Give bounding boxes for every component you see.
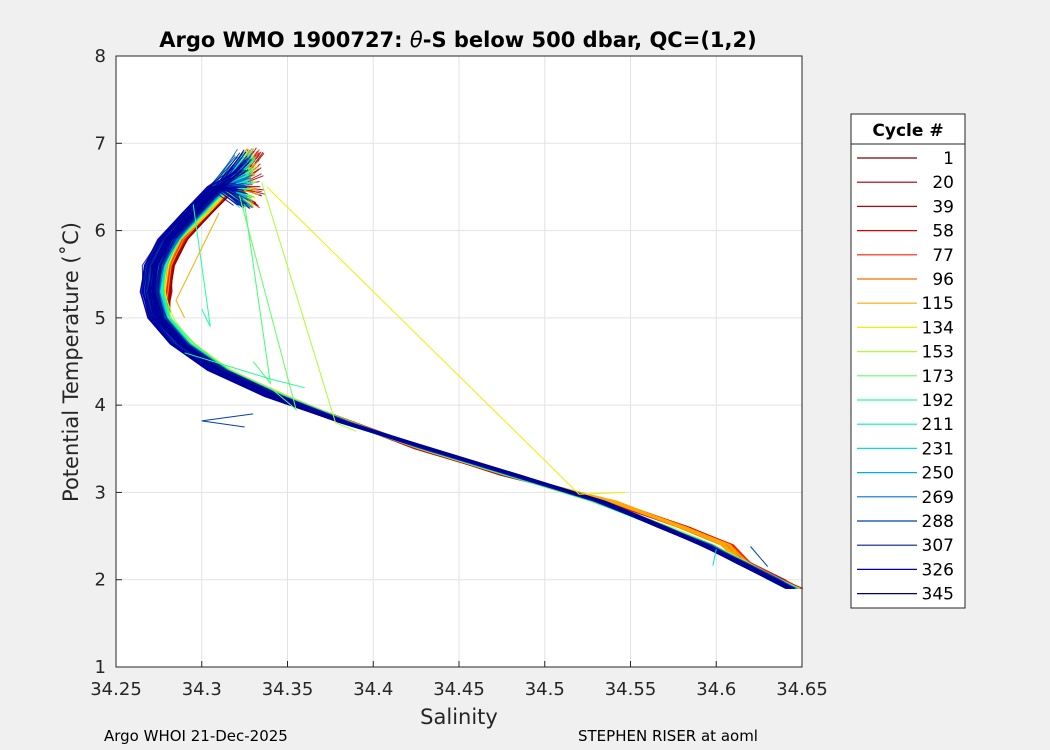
x-tick-label: 34.4 xyxy=(353,679,393,700)
x-tick-label: 34.45 xyxy=(433,679,485,700)
legend-label: 1 xyxy=(943,149,954,169)
x-tick-label: 34.25 xyxy=(90,679,142,700)
legend-label: 269 xyxy=(922,488,954,508)
legend-label: 134 xyxy=(922,318,954,338)
y-tick-label: 2 xyxy=(95,570,106,591)
y-tick-label: 5 xyxy=(95,308,106,329)
profile-spike xyxy=(261,182,357,432)
profile-spike xyxy=(201,413,254,428)
legend-label: 231 xyxy=(922,439,954,459)
y-axis-label: Potential Temperature (˚C) xyxy=(59,222,83,502)
legend-items: 1 20 39 58 77 96 115 134 153 173 192 211 231 250 269 28… xyxy=(857,149,954,605)
legend: Cycle # 1 20 39 58 77 96 115 134 153 173 192 211 231… xyxy=(850,113,966,609)
x-tick-label: 34.3 xyxy=(182,679,222,700)
y-tick-label: 1 xyxy=(95,657,106,678)
x-tick-label: 34.55 xyxy=(605,679,657,700)
chart-title: Argo WMO 1900727: θ-S below 500 dbar, QC… xyxy=(159,28,756,52)
legend-label: 211 xyxy=(922,415,954,435)
profile-spike xyxy=(192,204,211,327)
legend-label: 326 xyxy=(922,560,954,580)
x-tick-label: 34.35 xyxy=(262,679,314,700)
profile-line xyxy=(151,169,793,589)
x-tick-labels: 34.25 34.3 34.35 34.4 34.45 34.5 34.55 34.6 34.6… xyxy=(90,679,828,700)
profile-spike xyxy=(712,549,717,566)
profile-line xyxy=(140,167,787,589)
profile-spike xyxy=(244,204,272,386)
legend-label: 58 xyxy=(932,222,954,242)
x-axis-label: Salinity xyxy=(420,705,498,729)
y-tick-labels: 1 2 3 4 5 6 7 8 xyxy=(95,46,106,678)
y-tick-label: 6 xyxy=(95,221,106,242)
plot-frame xyxy=(115,55,803,668)
footer-left: Argo WHOI 21-Dec-2025 xyxy=(104,727,288,745)
profile-line xyxy=(147,186,794,589)
profile-spike xyxy=(239,195,297,411)
legend-title: Cycle # xyxy=(872,121,943,141)
x-tick-label: 34.6 xyxy=(696,679,736,700)
y-tick-label: 8 xyxy=(95,46,106,67)
footer-right: STEPHEN RISER at aoml xyxy=(578,727,758,745)
legend-label: 115 xyxy=(922,294,954,314)
x-tick-label: 34.65 xyxy=(776,679,828,700)
y-tick-label: 4 xyxy=(95,395,106,416)
profile-spike xyxy=(175,212,220,319)
legend-label: 173 xyxy=(922,367,954,387)
chart-title-theta: θ xyxy=(410,28,423,52)
profile-line xyxy=(149,186,791,589)
profile-spike xyxy=(266,186,626,495)
profile-spike xyxy=(184,352,305,389)
legend-label: 250 xyxy=(922,464,954,484)
chart-title-prefix: Argo WMO 1900727: xyxy=(159,28,410,52)
legend-label: 345 xyxy=(922,585,954,605)
chart-title-suffix: -S below 500 dbar, QC=(1,2) xyxy=(423,28,757,52)
profile-spike xyxy=(750,546,769,567)
legend-label: 39 xyxy=(932,197,954,217)
profiles xyxy=(139,147,804,589)
legend-label: 288 xyxy=(922,512,954,532)
legend-label: 153 xyxy=(922,343,954,363)
legend-label: 20 xyxy=(932,173,954,193)
legend-box xyxy=(850,113,966,609)
x-tick-label: 34.5 xyxy=(525,679,565,700)
y-tick-label: 7 xyxy=(95,133,106,154)
legend-label: 307 xyxy=(922,536,954,556)
legend-label: 77 xyxy=(932,246,954,266)
legend-label: 96 xyxy=(932,270,954,290)
legend-label: 192 xyxy=(922,391,954,411)
y-tick-label: 3 xyxy=(95,482,106,503)
